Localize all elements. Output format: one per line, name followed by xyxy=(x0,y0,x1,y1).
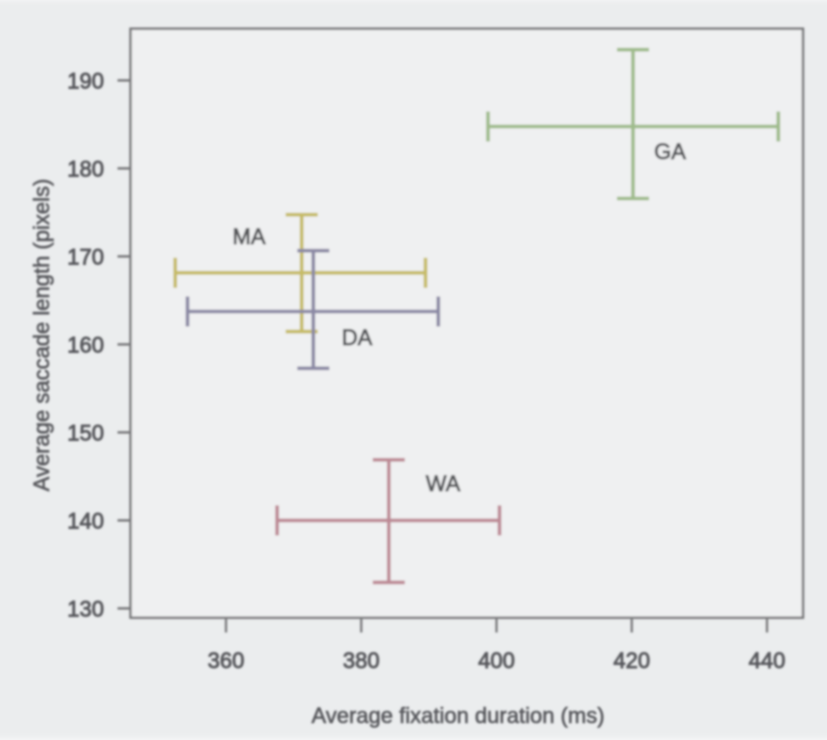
svg-text:170: 170 xyxy=(67,244,104,269)
svg-text:380: 380 xyxy=(343,648,380,673)
svg-text:DA: DA xyxy=(342,325,373,350)
svg-text:440: 440 xyxy=(749,648,786,673)
svg-text:160: 160 xyxy=(67,332,104,357)
svg-text:WA: WA xyxy=(426,471,461,496)
svg-text:MA: MA xyxy=(233,224,266,249)
svg-text:GA: GA xyxy=(654,139,686,164)
svg-text:140: 140 xyxy=(67,508,104,533)
svg-text:Average saccade length (pixels: Average saccade length (pixels) xyxy=(29,179,54,492)
svg-text:360: 360 xyxy=(208,648,245,673)
svg-text:420: 420 xyxy=(613,648,650,673)
svg-text:180: 180 xyxy=(67,156,104,181)
svg-text:190: 190 xyxy=(67,68,104,93)
svg-text:400: 400 xyxy=(478,648,515,673)
svg-text:130: 130 xyxy=(67,596,104,621)
svg-text:Average fixation duration (ms): Average fixation duration (ms) xyxy=(311,703,604,728)
svg-text:150: 150 xyxy=(67,420,104,445)
